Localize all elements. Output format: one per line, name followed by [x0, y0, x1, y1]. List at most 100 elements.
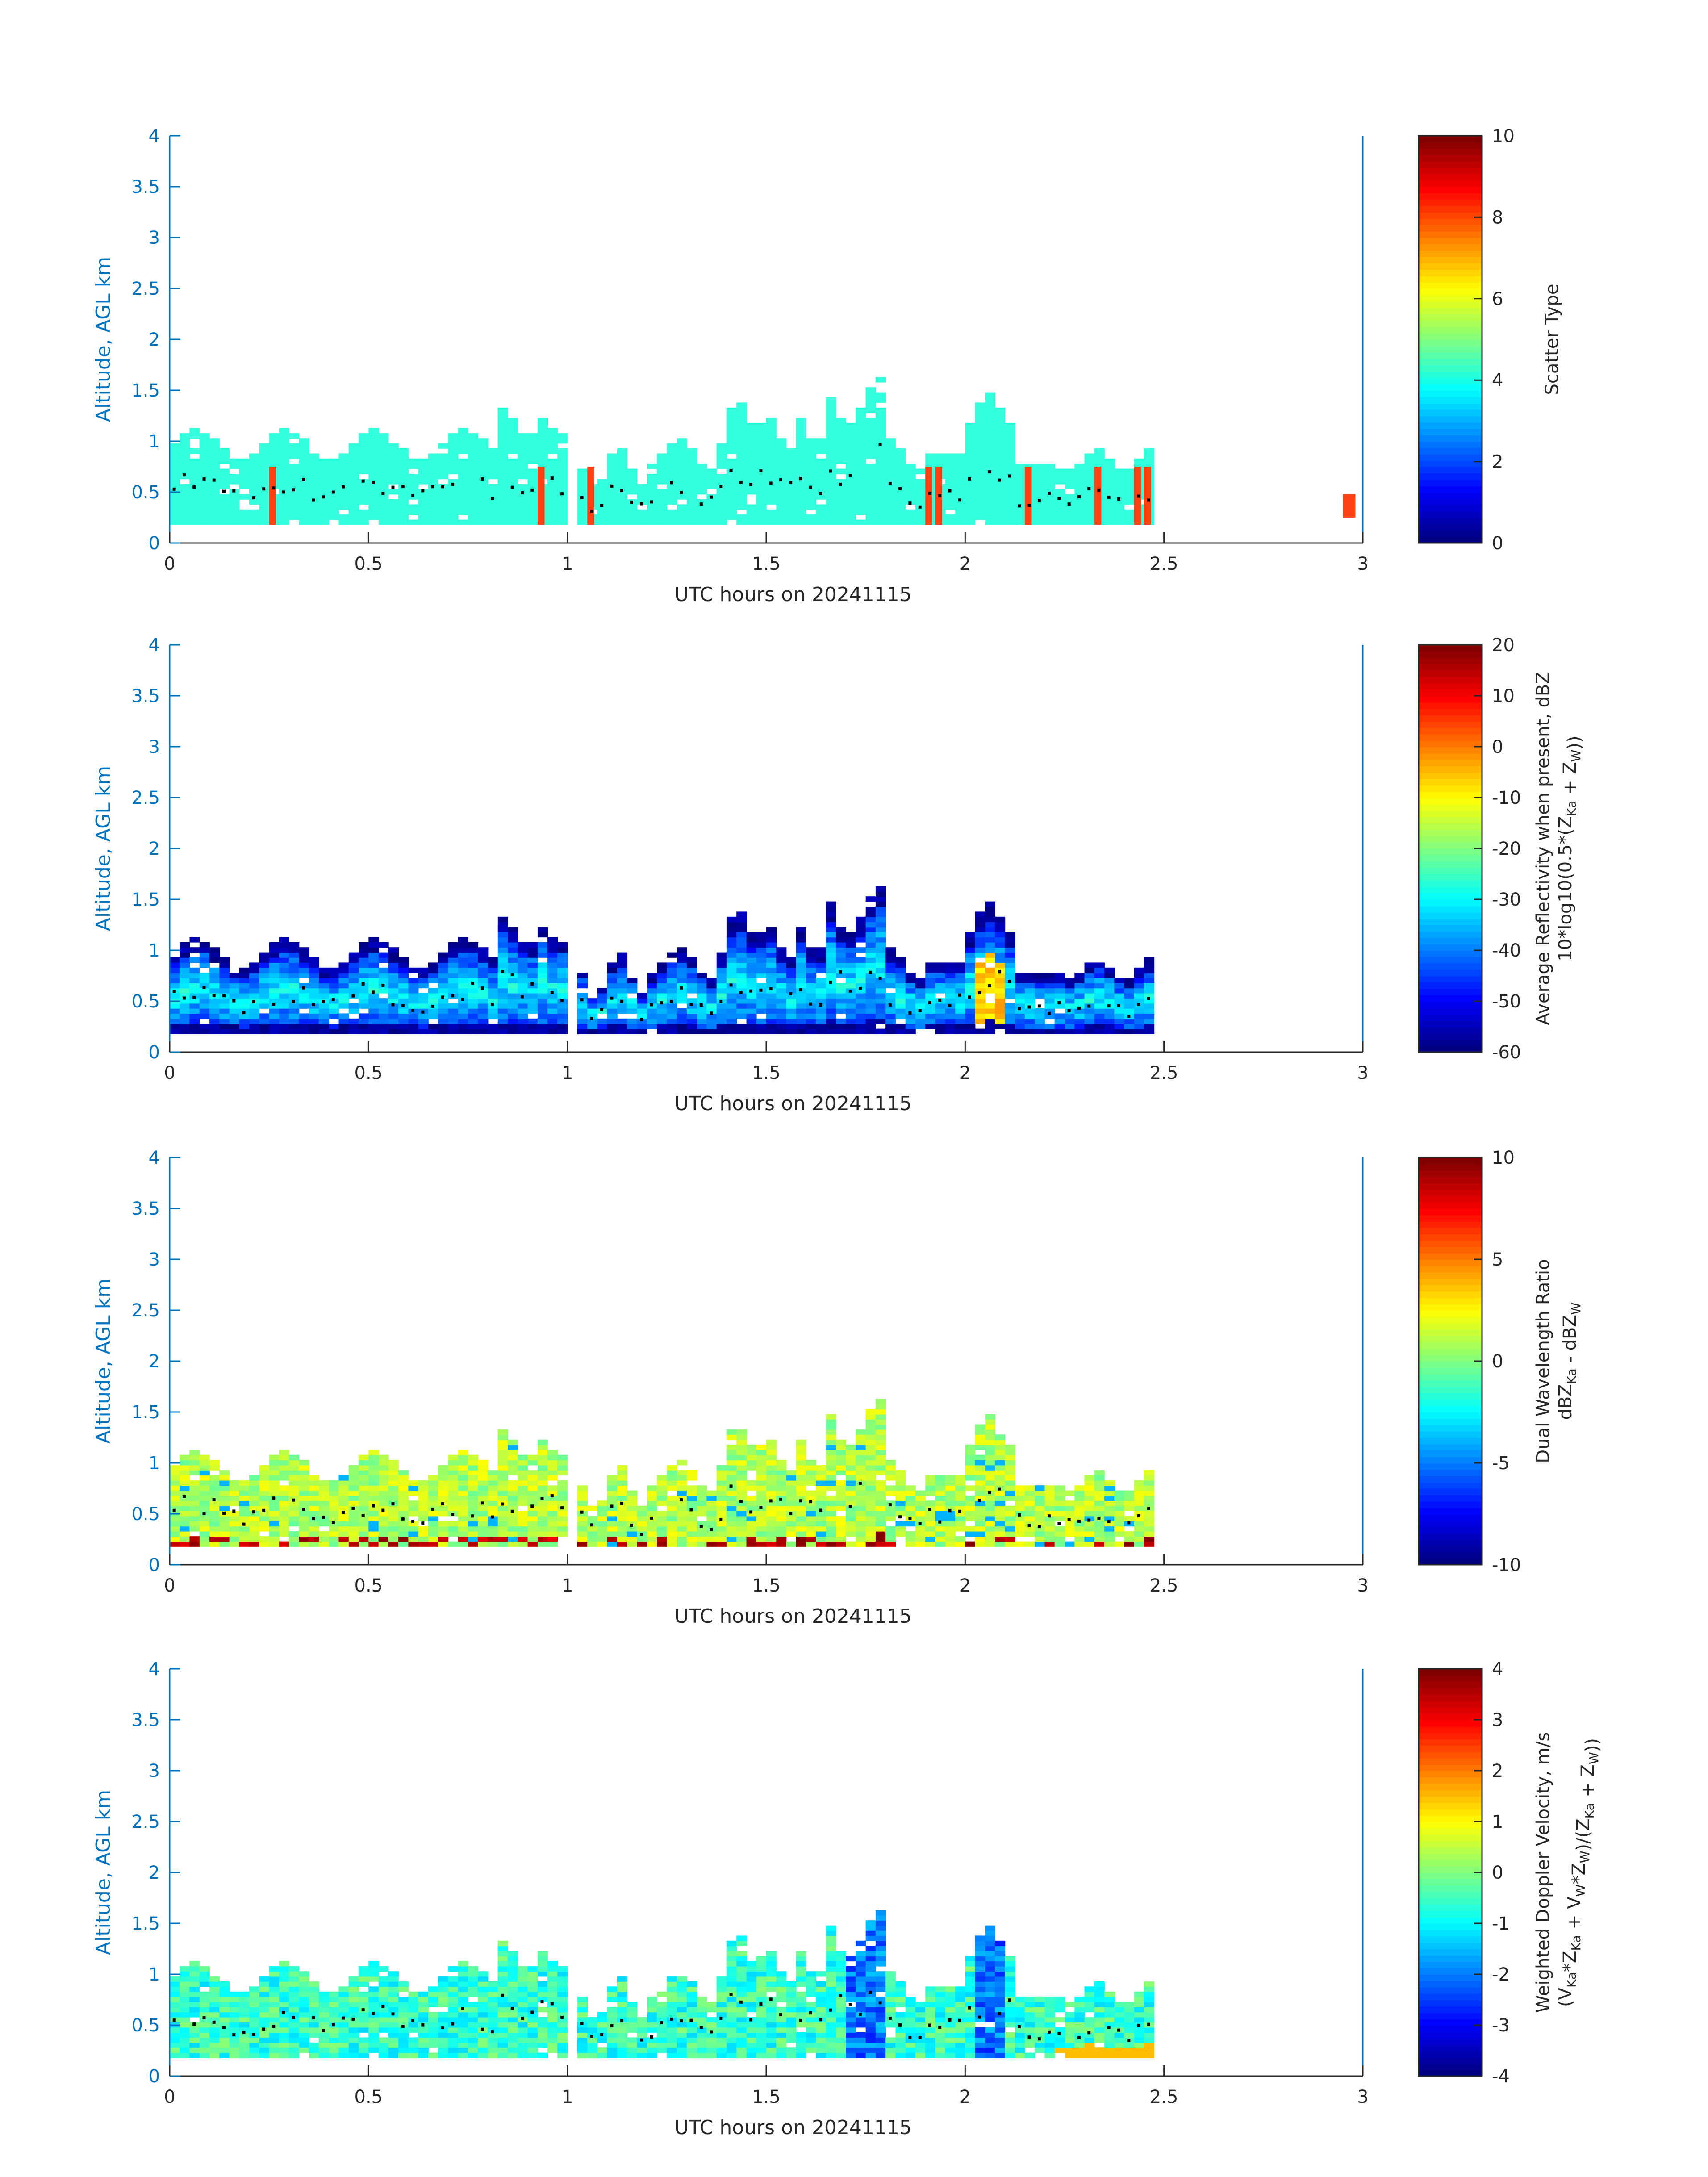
panel-2: 0 0.5 1 1.5 2 2.5 3 3.5 4 0 0.5 1 1.5 2 2.5 3 Altitude, … [92, 635, 1585, 1115]
panel-1: 0 0.5 1 1.5 2 2.5 3 3.5 4 0 0.5 1 1.5 2 2.5 3 Altitude, … [92, 126, 1562, 606]
colorbar-tick-label: 1 [1492, 1812, 1503, 1832]
colorbar: -10 -5 0 5 10 Dual Wavelength Ratio dBZKa - dB… [1418, 1148, 1583, 1575]
colorbar-tick-label: -30 [1492, 890, 1521, 910]
y-tick-label: 1 [149, 940, 160, 961]
colorbar-label-line1: Weighted Doppler Velocity, m/s [1533, 1732, 1553, 2013]
colorbar-tick-label: 10 [1492, 686, 1515, 706]
x-tick-label: 1 [562, 1575, 573, 1596]
x-axis-label: UTC hours on 20241115 [674, 2116, 912, 2139]
x-tick-label: 1.5 [752, 2087, 781, 2107]
y-axis-label: Altitude, AGL km [92, 766, 115, 931]
y-tick-label: 0.5 [131, 991, 160, 1012]
colorbar-tick-label: 6 [1492, 289, 1503, 309]
heatmap-cells [170, 886, 1155, 1034]
colorbar-tick-label: -5 [1492, 1453, 1510, 1474]
y-tick-label: 0.5 [131, 1504, 160, 1525]
x-tick-label: 3 [1357, 1063, 1368, 1083]
x-tick-label: 1.5 [752, 554, 781, 574]
x-tick-label: 0 [164, 1575, 175, 1596]
x-tick-label: 1.5 [752, 1063, 781, 1083]
y-tick-label: 1 [149, 1453, 160, 1474]
panel-3: 0 0.5 1 1.5 2 2.5 3 3.5 4 0 0.5 1 1.5 2 2.5 3 Altitude, … [92, 1148, 1583, 1628]
colorbar-tick-label: 4 [1492, 370, 1503, 391]
y-tick-label: 3.5 [131, 686, 160, 706]
colorbar-tick-label: -10 [1492, 1555, 1521, 1575]
x-tick-label: 0 [164, 2087, 175, 2107]
x-tick-label: 3 [1357, 1575, 1368, 1596]
y-tick-label: 1.5 [131, 1402, 160, 1423]
colorbar-tick-label: 10 [1492, 126, 1515, 146]
colorbar-tick-label: 3 [1492, 1710, 1503, 1730]
y-tick-label: 2.5 [131, 788, 160, 808]
y-tick-label: 3.5 [131, 1710, 160, 1730]
colorbar-tick-label: 2 [1492, 452, 1503, 472]
x-tick-label: 0.5 [355, 1063, 383, 1083]
y-tick-label: 0 [149, 2066, 160, 2087]
y-axis-label: Altitude, AGL km [92, 257, 115, 422]
y-tick-label: 3 [149, 228, 160, 248]
colorbar-label-line1: Average Reflectivity when present, dBZ [1533, 672, 1553, 1025]
x-axis-label: UTC hours on 20241115 [674, 1605, 912, 1628]
colorbar-tick-label: 0 [1492, 1863, 1503, 1883]
y-tick-label: 0 [149, 1555, 160, 1575]
y-tick-label: 2 [149, 1351, 160, 1372]
colorbar-label-line1: Dual Wavelength Ratio [1533, 1259, 1553, 1463]
x-tick-label: 0 [164, 1063, 175, 1083]
colorbar-tick-label: -4 [1492, 2066, 1510, 2087]
y-tick-label: 2 [149, 330, 160, 350]
y-tick-label: 2.5 [131, 279, 160, 299]
y-tick-label: 1.5 [131, 1914, 160, 1934]
panel-4: 0 0.5 1 1.5 2 2.5 3 3.5 4 0 0.5 1 1.5 2 2.5 3 Altitude, … [92, 1659, 1603, 2139]
y-tick-label: 1 [149, 431, 160, 452]
y-tick-label: 4 [149, 126, 160, 146]
y-tick-label: 1.5 [131, 380, 160, 401]
colorbar: -4 -3 -2 -1 0 1 2 3 4 Weighted Doppler Velocity, … [1418, 1659, 1603, 2087]
heatmap-cells [170, 1399, 1155, 1547]
colorbar-tick-label: 0 [1492, 737, 1503, 757]
colorbar-tick-label: -2 [1492, 1964, 1510, 1985]
heatmap-cells [170, 377, 1356, 525]
y-tick-label: 3 [149, 737, 160, 757]
y-tick-label: 0.5 [131, 482, 160, 503]
heatmap-cells [170, 1910, 1155, 2058]
y-tick-label: 3 [149, 1761, 160, 1781]
y-axis-label: Altitude, AGL km [92, 1279, 115, 1444]
y-tick-label: 0 [149, 533, 160, 554]
x-tick-label: 3 [1357, 2087, 1368, 2107]
x-tick-label: 1 [562, 554, 573, 574]
x-axis-label: UTC hours on 20241115 [674, 1092, 912, 1115]
x-tick-label: 1.5 [752, 1575, 781, 1596]
colorbar-label-line2: (VKa*ZKa + VW*ZW)/(ZKa + ZW)) [1555, 1738, 1603, 2007]
y-tick-label: 2 [149, 839, 160, 859]
y-tick-label: 1 [149, 1964, 160, 1985]
colorbar-tick-label: 20 [1492, 635, 1515, 656]
colorbar-tick-label: -3 [1492, 2015, 1510, 2036]
colorbar-tick-label: 0 [1492, 1351, 1503, 1372]
y-tick-label: 1.5 [131, 890, 160, 910]
colorbar: 0 2 4 6 8 10 Scatter Type [1418, 126, 1562, 554]
x-axis-label: UTC hours on 20241115 [674, 583, 912, 606]
y-tick-label: 2 [149, 1863, 160, 1883]
y-tick-label: 3.5 [131, 177, 160, 197]
y-tick-label: 4 [149, 635, 160, 656]
x-tick-label: 0.5 [355, 554, 383, 574]
colorbar-tick-label: 4 [1492, 1659, 1503, 1680]
x-tick-label: 2.5 [1150, 2087, 1178, 2107]
y-tick-label: 2.5 [131, 1812, 160, 1832]
x-tick-label: 2 [960, 554, 971, 574]
x-tick-label: 2 [960, 1575, 971, 1596]
colorbar-tick-label: -40 [1492, 940, 1521, 961]
colorbar-tick-label: -1 [1492, 1914, 1510, 1934]
colorbar-tick-label: 10 [1492, 1148, 1515, 1168]
colorbar-tick-label: -20 [1492, 839, 1521, 859]
y-tick-label: 4 [149, 1659, 160, 1680]
x-tick-label: 2.5 [1150, 1063, 1178, 1083]
colorbar-tick-label: 5 [1492, 1249, 1503, 1270]
x-tick-label: 1 [562, 2087, 573, 2107]
x-tick-label: 2 [960, 1063, 971, 1083]
y-tick-label: 3 [149, 1249, 160, 1270]
colorbar: -60 -50 -40 -30 -20 -10 0 10 20 Average Reflectiv… [1418, 635, 1585, 1063]
colorbar-label: Scatter Type [1542, 284, 1562, 395]
colorbar-label-line2: dBZKa - dBZW [1555, 1302, 1583, 1420]
